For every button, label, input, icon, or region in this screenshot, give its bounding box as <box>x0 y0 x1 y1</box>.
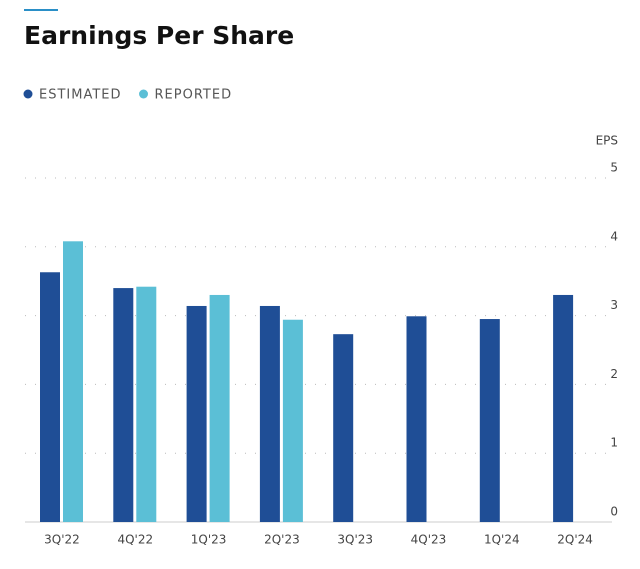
bar <box>282 319 303 522</box>
bar <box>333 334 354 522</box>
y-tick-label: 0 <box>610 505 618 519</box>
bar <box>113 288 134 522</box>
x-tick-label: 3Q'23 <box>337 533 373 547</box>
bar <box>136 286 157 522</box>
x-tick-label: 4Q'22 <box>117 533 153 547</box>
bar <box>63 241 83 522</box>
bar <box>40 272 60 522</box>
x-tick-label: 1Q'23 <box>191 533 227 547</box>
y-tick-label: 4 <box>610 229 618 243</box>
bar <box>479 319 500 522</box>
x-tick-label: 4Q'23 <box>411 533 447 547</box>
legend-marker <box>139 89 149 99</box>
bar <box>553 294 574 522</box>
x-tick-label: 3Q'22 <box>44 533 80 547</box>
legend-label: REPORTED <box>155 88 233 103</box>
y-tick-label: 1 <box>610 436 618 450</box>
bar <box>406 316 427 522</box>
chart-title: Earnings Per Share <box>24 21 294 50</box>
legend-label: ESTIMATED <box>39 88 122 103</box>
y-tick-label: 2 <box>610 367 618 381</box>
bar <box>209 294 230 522</box>
bar <box>186 305 207 522</box>
bar <box>259 305 280 522</box>
x-tick-label: 2Q'23 <box>264 533 300 547</box>
y-tick-label: 5 <box>610 161 618 175</box>
legend-marker <box>23 89 33 99</box>
y-tick-label: 3 <box>610 298 618 312</box>
y-axis-label: EPS <box>596 134 618 148</box>
x-tick-label: 1Q'24 <box>484 533 520 547</box>
x-tick-label: 2Q'24 <box>557 533 593 547</box>
